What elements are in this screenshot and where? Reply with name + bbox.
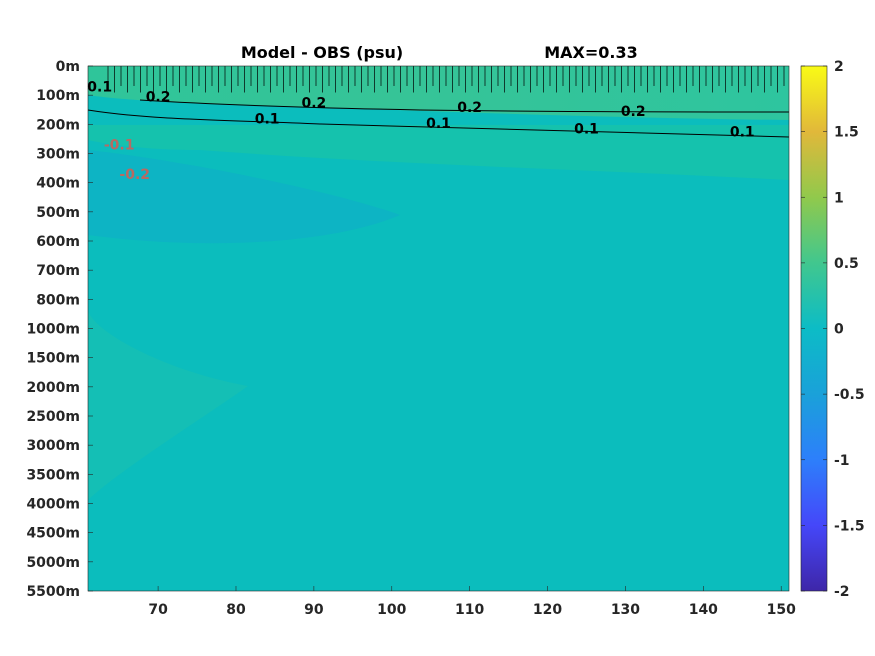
contour-labels: 0.1 0.2 0.2 0.2 0.2 0.1 0.1 0.1 0.1 -0.1 -0.2 [87, 79, 755, 183]
contour-label: 0.2 [301, 95, 326, 111]
colorbar-gradient [800, 65, 828, 592]
colorbar-ticks: 2 1.5 1 0.5 0 -0.5 -1 -1.5 -2 [801, 59, 865, 600]
y-axis: 0m 100m 200m 300m 400m 500m 600m 700m 800m 1000m 1… [26, 59, 93, 600]
contour-line-0.1 [88, 109, 789, 138]
y-tick-label: 600m [36, 234, 80, 250]
x-tick-label: 90 [304, 602, 324, 618]
colorbar: 2 1.5 1 0.5 0 -0.5 -1 -1.5 -2 [800, 59, 865, 600]
y-tick-label: 400m [36, 176, 80, 192]
y-tick-label: 300m [36, 147, 80, 163]
contour-label: 0.1 [426, 116, 451, 132]
contour-label: -0.2 [119, 167, 150, 183]
y-tick-label: 5500m [26, 584, 80, 600]
contour-label: 0.1 [574, 122, 599, 138]
contour-label: 0.1 [730, 125, 755, 141]
contour-label: -0.1 [104, 138, 135, 154]
y-tick-label: 0m [56, 59, 80, 75]
y-tick-label: 1000m [26, 322, 80, 338]
contour-label: 0.2 [146, 90, 171, 106]
contour-line-0.2 [139, 99, 789, 113]
y-tick-label: 2000m [26, 380, 80, 396]
field-region-west-negative [88, 150, 400, 244]
x-axis: 70 80 90 100 110 120 130 140 150 [148, 586, 796, 618]
contour-label: 0.2 [621, 104, 646, 120]
colorbar-tick-label: 2 [834, 59, 844, 75]
colorbar-tick-label: -1 [834, 453, 850, 469]
y-tick-label: 2500m [26, 409, 80, 425]
colorbar-tick-label: 1.5 [834, 125, 859, 141]
x-tick-label: 70 [148, 602, 168, 618]
colorbar-tick-label: 1 [834, 190, 844, 206]
y-tick-label: 3500m [26, 467, 80, 483]
y-tick-label: 700m [36, 263, 80, 279]
x-tick-label: 140 [689, 602, 718, 618]
max-label: MAX=0.33 [544, 43, 638, 62]
contour-label: 0.1 [255, 111, 280, 127]
colorbar-tick-label: -2 [834, 584, 850, 600]
x-tick-label: 110 [455, 602, 484, 618]
y-tick-label: 1500m [26, 351, 80, 367]
contour-label: 0.2 [457, 100, 482, 116]
x-tick-label: 130 [611, 602, 640, 618]
x-tick-label: 80 [226, 602, 246, 618]
y-tick-label: 3000m [26, 438, 80, 454]
colorbar-tick-label: 0.5 [834, 256, 859, 272]
x-tick-label: 100 [377, 602, 406, 618]
surface-contour-stripes [107, 66, 785, 93]
chart-title: Model - OBS (psu) [241, 43, 403, 62]
contour-label: 0.1 [87, 79, 112, 95]
field-region-deep-west-positive [88, 310, 248, 500]
y-tick-label: 100m [36, 88, 80, 104]
y-tick-label: 500m [36, 205, 80, 221]
x-tick-label: 150 [767, 602, 796, 618]
y-tick-label: 5000m [26, 555, 80, 571]
y-tick-label: 200m [36, 117, 80, 133]
y-tick-label: 4000m [26, 497, 80, 513]
field-region-surface-positive [88, 66, 789, 120]
colorbar-tick-label: -0.5 [834, 387, 865, 403]
x-tick-label: 120 [533, 602, 562, 618]
colorbar-tick-label: 0 [834, 322, 844, 338]
heatmap-field [88, 66, 789, 591]
y-tick-label: 4500m [26, 526, 80, 542]
colorbar-tick-label: -1.5 [834, 518, 865, 534]
y-tick-label: 800m [36, 292, 80, 308]
field-region-subsurface-positive [88, 125, 789, 180]
